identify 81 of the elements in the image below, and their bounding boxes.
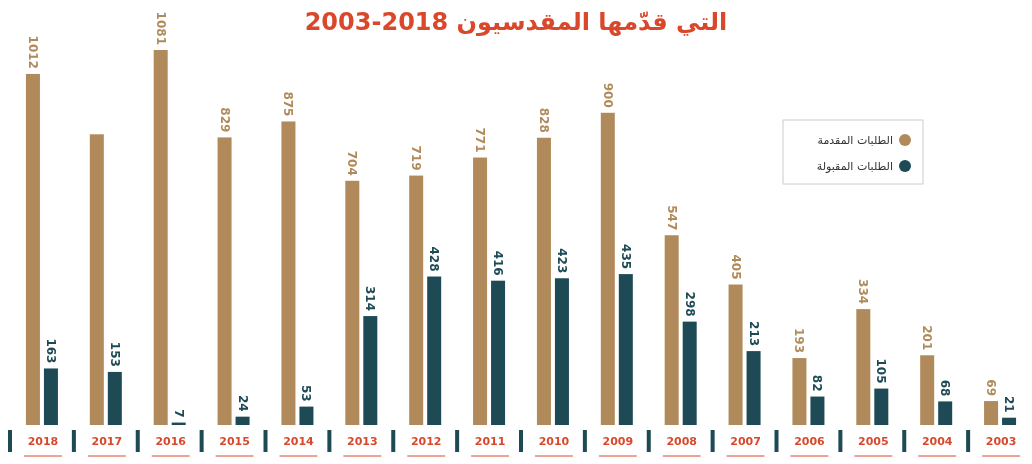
bar	[792, 358, 807, 425]
data-label: 24	[235, 394, 250, 412]
bar	[618, 274, 633, 425]
bar	[345, 180, 360, 425]
data-label: 21	[1002, 396, 1017, 413]
bar	[427, 276, 442, 425]
x-tick-label: 2005	[858, 435, 889, 448]
data-label: 704	[345, 150, 360, 176]
data-label: 163	[43, 338, 58, 364]
bar	[728, 284, 743, 425]
data-label: 416	[491, 250, 506, 276]
bar	[682, 321, 697, 425]
x-tick-label: 2007	[730, 435, 761, 448]
x-tick-label: 2006	[794, 435, 826, 448]
x-tick-label: 2003	[985, 435, 1017, 448]
bar	[107, 371, 122, 425]
data-label: 1012	[25, 35, 40, 69]
data-label: 193	[792, 327, 807, 354]
bar	[984, 401, 999, 425]
data-label: 69	[984, 379, 999, 397]
x-tick-label: 2010	[538, 435, 570, 448]
bar	[554, 278, 569, 425]
data-label: 435	[618, 244, 633, 270]
data-label: 829	[217, 107, 232, 133]
data-label: 423	[554, 248, 569, 274]
bar	[491, 280, 506, 425]
bar	[217, 137, 232, 425]
chart-title: التي قدّمها المقدسيون 2018-2003	[304, 8, 728, 36]
data-label: 334	[856, 279, 871, 305]
bar	[299, 406, 314, 425]
x-tick-label: 2014	[283, 435, 315, 448]
bar	[473, 157, 488, 425]
bar	[153, 50, 168, 425]
data-label: 314	[363, 286, 378, 312]
bar	[25, 73, 40, 425]
data-label: 68	[938, 379, 953, 397]
bar	[856, 309, 871, 425]
bar	[89, 134, 104, 425]
data-label: 547	[664, 205, 679, 231]
x-tick-label: 2018	[27, 435, 59, 448]
x-tick-label: 2012	[410, 435, 442, 448]
x-tick-label: 2008	[666, 435, 697, 448]
data-label: 201	[920, 325, 935, 351]
x-tick-label: 2009	[602, 435, 634, 448]
bar	[1002, 417, 1017, 425]
bar	[235, 416, 250, 425]
bar	[920, 355, 935, 425]
bar	[281, 121, 296, 425]
x-tick-label: 2016	[155, 435, 187, 448]
legend-label: الطلبات المقبولة	[816, 159, 893, 173]
data-label: 153	[107, 341, 122, 367]
data-label: 719	[409, 145, 424, 171]
x-tick-label: 2017	[91, 435, 123, 448]
data-label: 771	[473, 127, 488, 153]
x-tick-label: 2013	[347, 435, 378, 448]
bar	[600, 112, 615, 425]
data-label: 1081	[153, 11, 168, 45]
bar	[409, 175, 424, 425]
x-tick-label: 2011	[474, 435, 506, 448]
bar	[363, 316, 378, 425]
bar	[664, 235, 679, 425]
data-label: 53	[299, 384, 314, 402]
x-tick-label: 2015	[219, 435, 250, 448]
bar	[810, 396, 825, 425]
data-label: 298	[682, 291, 697, 317]
bar	[874, 388, 889, 425]
data-label: 900	[600, 82, 615, 108]
data-label: 213	[746, 321, 761, 347]
data-label: 428	[427, 246, 442, 272]
data-label: 875	[281, 91, 296, 117]
data-label: 82	[810, 374, 825, 392]
data-label: 7	[171, 409, 186, 418]
bar	[43, 368, 58, 425]
data-label: 828	[536, 107, 551, 133]
bar	[746, 351, 761, 425]
bar	[536, 137, 551, 425]
legend-label: الطلبات المقدمة	[817, 133, 893, 147]
data-label: 405	[728, 254, 743, 280]
data-label: 105	[874, 358, 889, 384]
bar	[938, 401, 953, 425]
x-tick-label: 2004	[921, 435, 953, 448]
